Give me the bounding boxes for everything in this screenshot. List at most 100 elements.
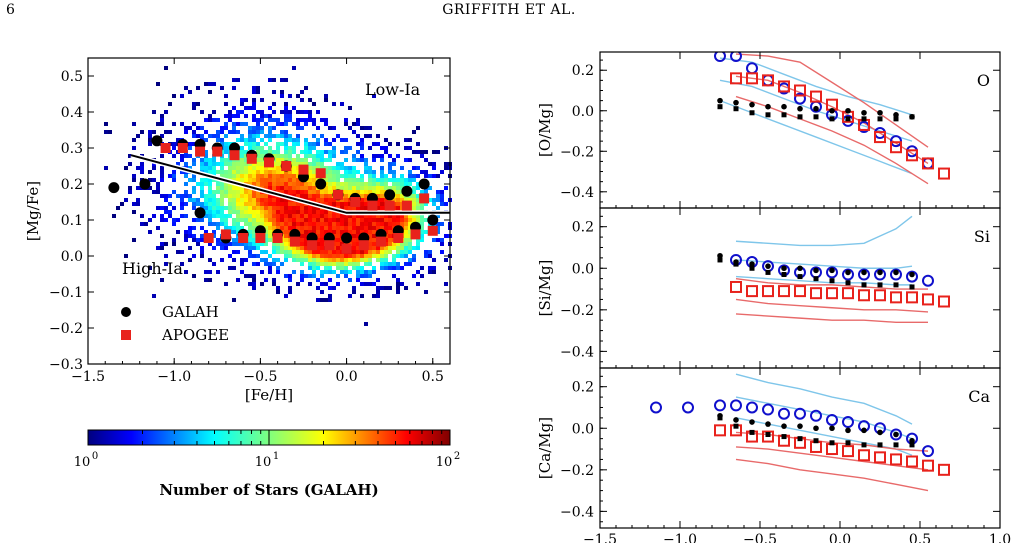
open-circle-point — [922, 274, 934, 287]
open-circle-point — [794, 407, 806, 420]
dot-point — [813, 267, 819, 274]
open-square-point — [922, 293, 934, 306]
small-square-point — [813, 438, 819, 444]
open-square-point — [762, 430, 774, 443]
small-square-point — [813, 276, 819, 282]
open-square-point — [730, 280, 742, 293]
apogee-point — [419, 193, 430, 204]
galah-point — [384, 189, 396, 201]
dot-point — [877, 429, 883, 436]
small-square-point — [765, 112, 771, 118]
small-square-point — [909, 114, 915, 120]
small-square-point — [829, 278, 835, 284]
small-square-point — [829, 440, 835, 446]
open-square-point — [874, 131, 886, 144]
small-square-point — [717, 104, 723, 110]
small-square-point — [749, 110, 755, 116]
y-tick-label: −0.1 — [49, 285, 83, 301]
dot-point — [717, 252, 723, 259]
open-square-point — [826, 443, 838, 456]
open-circle-point — [714, 399, 726, 412]
open-square-point — [938, 295, 950, 308]
x-tick-label: 0.0 — [335, 369, 357, 385]
left-plot-frame — [87, 57, 451, 365]
dot-point — [797, 105, 803, 112]
x-tick-label: −0.5 — [243, 369, 277, 385]
small-square-point — [765, 431, 771, 437]
open-square-point — [922, 157, 934, 170]
dot-point — [781, 265, 787, 272]
open-square-point — [890, 453, 902, 466]
dot-point — [845, 107, 851, 114]
apogee-point — [332, 189, 343, 200]
open-square-point — [762, 285, 774, 298]
open-circle-point — [842, 416, 854, 429]
dot-point — [893, 431, 899, 438]
apogee-point — [427, 225, 438, 236]
apogee-point — [246, 153, 257, 164]
apogee-point — [264, 157, 274, 168]
colorbar-tick-exponent: 2 — [454, 451, 460, 462]
model-track-line — [735, 298, 929, 313]
y-tick-label: 0.3 — [61, 141, 83, 157]
dot-point — [829, 425, 835, 432]
open-circle-point — [746, 401, 758, 414]
open-circle-point — [874, 268, 886, 281]
apogee-point — [401, 200, 412, 211]
small-square-point — [781, 271, 787, 277]
galah-point — [401, 185, 413, 197]
y-tick-label: 0.0 — [572, 261, 594, 277]
open-square-point — [746, 72, 758, 85]
small-square-point — [749, 265, 755, 271]
small-square-point — [861, 442, 867, 448]
small-square-point — [781, 112, 787, 118]
small-square-point — [909, 284, 915, 290]
dot-point — [861, 427, 867, 434]
model-track-line — [735, 446, 929, 471]
apogee-point — [410, 229, 421, 240]
open-square-point — [874, 289, 886, 302]
x-tick-label: −1.0 — [663, 532, 697, 543]
colorbar-tick-label: 10 — [74, 455, 91, 470]
y-tick-label: −0.3 — [49, 357, 83, 373]
open-circle-point — [746, 62, 758, 75]
galah-point — [341, 232, 353, 244]
panel-o: 0.2 0.0 −0.2 −0.4 O [O/Mg] — [536, 51, 1001, 209]
small-square-point — [893, 442, 899, 448]
y-tick-label: 0.0 — [572, 104, 594, 120]
apogee-point — [229, 150, 240, 161]
x-tick-label: −1.5 — [583, 532, 617, 543]
open-circle-point — [778, 407, 790, 420]
x-tick-label: 0.5 — [909, 532, 931, 543]
apogee-point — [298, 164, 309, 175]
open-square-point — [714, 424, 726, 437]
open-square-point — [746, 285, 758, 298]
small-square-point — [765, 269, 771, 275]
small-square-point — [861, 282, 867, 288]
galah-point — [194, 207, 206, 219]
model-track-line — [735, 53, 929, 148]
colorbar-tick-label: 10 — [255, 455, 272, 470]
y-tick-label: 0.5 — [61, 69, 83, 85]
galah-point — [315, 178, 327, 190]
dot-point — [733, 417, 739, 423]
y-tick-label: −0.2 — [560, 463, 594, 479]
apogee-point — [212, 146, 223, 157]
small-square-point — [797, 114, 803, 120]
dot-point — [733, 99, 739, 106]
apogee-point — [358, 240, 369, 251]
open-square-point — [730, 72, 742, 85]
small-square-point — [845, 280, 851, 286]
apogee-point — [281, 161, 292, 171]
colorbar-label: Number of Stars (GALAH) — [159, 481, 378, 499]
dot-point — [749, 101, 755, 108]
y-tick-label: −0.2 — [49, 321, 83, 337]
y-tick-label: 0.2 — [572, 220, 594, 236]
dot-point — [829, 267, 835, 274]
panel-plot-area — [714, 52, 950, 185]
open-circle-point — [922, 445, 934, 458]
dot-point — [749, 261, 755, 267]
apogee-point — [220, 229, 231, 240]
open-circle-point — [858, 268, 870, 281]
